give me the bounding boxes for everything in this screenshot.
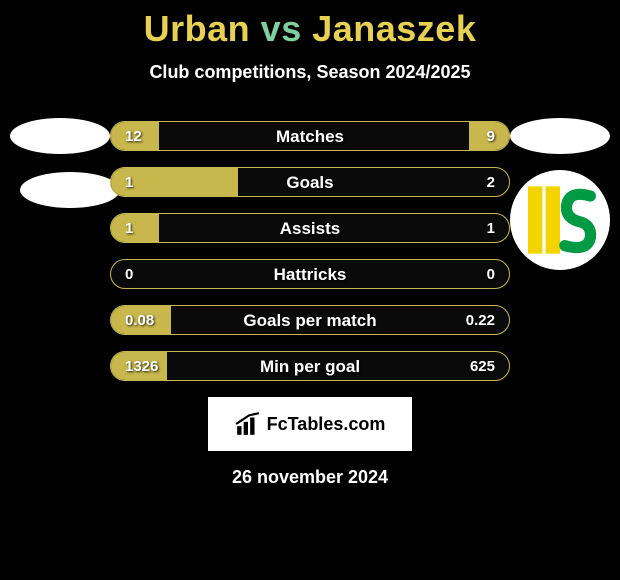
stat-value-right: 0 (487, 260, 495, 289)
stat-value-right: 9 (487, 122, 495, 151)
stat-row: 1 2Goals (110, 167, 510, 197)
stat-label: Goals (111, 168, 509, 197)
badge-stripe-1 (528, 186, 542, 253)
stat-row: 1 1Assists (110, 213, 510, 243)
title-left: Urban (144, 8, 251, 49)
player-left-avatar-placeholder-1 (10, 118, 110, 154)
stat-value-left: 12 (125, 122, 142, 151)
stat-value-left: 1326 (125, 352, 158, 381)
stat-value-right: 625 (470, 352, 495, 381)
stat-value-left: 1 (125, 214, 133, 243)
brand-banner: FcTables.com (208, 397, 412, 451)
title-vs: vs (261, 8, 302, 49)
stat-row: 1326 625Min per goal (110, 351, 510, 381)
club-badge-icon (520, 180, 600, 260)
badge-stripe-2 (546, 186, 560, 253)
player-right-club-badge (510, 170, 610, 270)
stat-value-left: 0 (125, 260, 133, 289)
stat-label: Goals per match (111, 306, 509, 335)
stat-row: 12 9Matches (110, 121, 510, 151)
subtitle: Club competitions, Season 2024/2025 (0, 62, 620, 83)
comparison-card: Urban vs Janaszek Club competitions, Sea… (0, 0, 620, 488)
stat-label: Hattricks (111, 260, 509, 289)
stat-label: Assists (111, 214, 509, 243)
stat-row: 0 0Hattricks (110, 259, 510, 289)
stat-label: Min per goal (111, 352, 509, 381)
player-right-avatar-placeholder-1 (510, 118, 610, 154)
stat-value-right: 0.22 (466, 306, 495, 335)
stat-row: 0.08 0.22Goals per match (110, 305, 510, 335)
badge-s-shape (565, 194, 591, 247)
stat-value-right: 2 (487, 168, 495, 197)
brand-text: FcTables.com (267, 414, 386, 435)
player-left-avatar-placeholder-2 (20, 172, 120, 208)
stat-label: Matches (111, 122, 509, 151)
bar-chart-icon (235, 411, 261, 437)
date-label: 26 november 2024 (0, 467, 620, 488)
stat-rows: 129Matches12Goals11Assists00Hattricks0.0… (110, 121, 510, 381)
stat-value-left: 1 (125, 168, 133, 197)
stat-value-right: 1 (487, 214, 495, 243)
title-right: Janaszek (312, 8, 476, 49)
stat-value-left: 0.08 (125, 306, 154, 335)
page-title: Urban vs Janaszek (0, 8, 620, 50)
